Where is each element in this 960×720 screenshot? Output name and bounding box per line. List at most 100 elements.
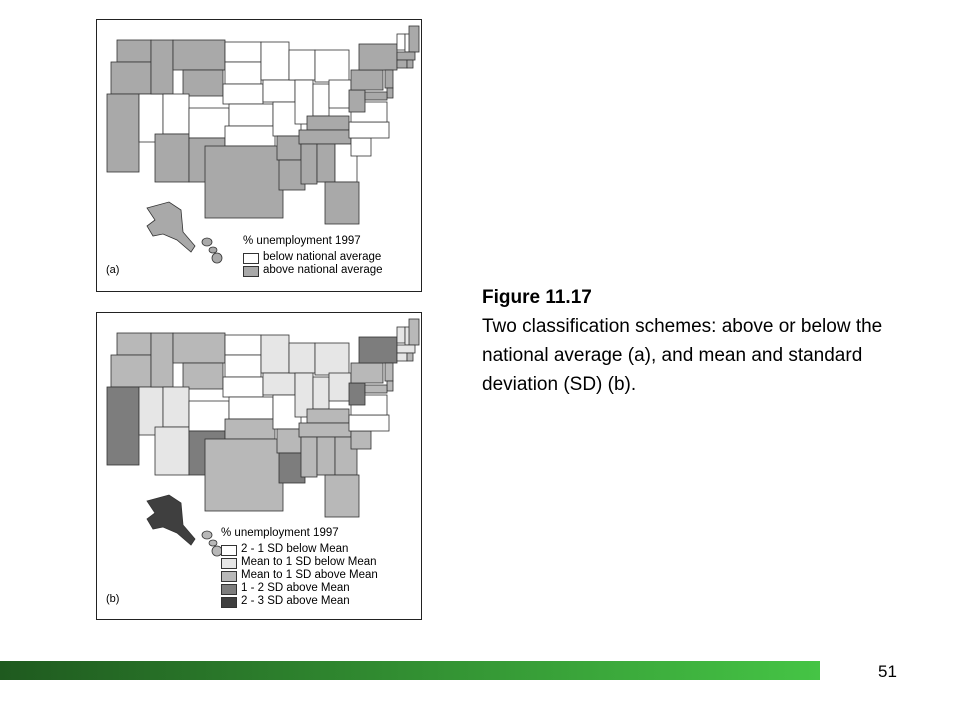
state-region [298, 422, 352, 438]
state-region [222, 83, 264, 105]
state-region [364, 91, 388, 101]
panel-label-a: (a) [106, 264, 120, 276]
map-panel-b: (b) % unemployment 1997 2 - 1 SD below M… [96, 312, 422, 620]
state-region [260, 41, 290, 81]
state-region [300, 143, 318, 185]
state-region [384, 69, 394, 89]
hawaii-island [201, 237, 213, 247]
state-region [188, 400, 230, 432]
state-region [224, 418, 276, 440]
legend-label: 1 - 2 SD above Mean [241, 582, 350, 595]
state-region [348, 89, 366, 113]
state-region [396, 59, 408, 69]
legend-swatch [221, 583, 237, 595]
legend-label: 2 - 3 SD above Mean [241, 595, 350, 608]
hawaii-island [201, 530, 213, 540]
state-region [348, 121, 390, 139]
legend-label: Mean to 1 SD above Mean [241, 569, 378, 582]
state-region [396, 33, 406, 51]
figure-caption-text: Two classification schemes: above or bel… [482, 316, 883, 395]
state-region [154, 133, 190, 183]
panel-label-b: (b) [106, 593, 120, 605]
state-region [260, 334, 290, 374]
us-map-b [106, 318, 420, 557]
state-region [262, 372, 296, 396]
state-region [358, 336, 398, 364]
state-region [350, 137, 372, 157]
legend-item: below national average [243, 252, 383, 265]
legend-label: below national average [263, 251, 382, 264]
map-panel-a: (a) % unemployment 1997 below national a… [96, 19, 422, 292]
state-region [172, 332, 226, 364]
state-region [408, 25, 420, 53]
state-region [306, 115, 350, 131]
us-map-a [106, 25, 420, 264]
state-region [386, 380, 394, 392]
state-region [262, 79, 296, 103]
state-region [396, 326, 406, 344]
legend-swatch [243, 252, 259, 264]
legend-swatch [221, 544, 237, 556]
legend-swatch [221, 570, 237, 582]
state-region [298, 129, 352, 145]
alaska-region [146, 494, 196, 546]
state-region [348, 382, 366, 406]
state-region [224, 354, 262, 378]
legend-title-a: % unemployment 1997 [243, 235, 361, 247]
hawaii-island [211, 252, 223, 264]
state-region [316, 143, 336, 183]
legend-item: 1 - 2 SD above Mean [221, 583, 378, 596]
figure-title: Figure 11.17 [482, 287, 592, 308]
hawaii-island [208, 539, 218, 547]
state-region [406, 59, 414, 69]
state-region [110, 61, 152, 95]
state-region [348, 414, 390, 432]
state-region [396, 344, 416, 354]
state-region [106, 386, 140, 466]
state-region [228, 103, 274, 127]
state-region [224, 41, 262, 63]
state-region [182, 69, 224, 97]
legend-a: % unemployment 1997 below national avera… [243, 235, 383, 278]
legend-swatch [221, 596, 237, 608]
state-region [358, 43, 398, 71]
state-region [224, 61, 262, 85]
footer-bar [0, 661, 820, 680]
legend-swatch [221, 557, 237, 569]
state-region [396, 352, 408, 362]
state-region [150, 39, 174, 95]
state-region [204, 145, 284, 219]
state-region [384, 362, 394, 382]
state-region [276, 428, 302, 454]
state-region [350, 362, 384, 384]
state-region [328, 79, 352, 109]
state-region [316, 436, 336, 476]
state-region [324, 181, 360, 225]
legend-label: above national average [263, 264, 383, 277]
state-region [116, 332, 152, 356]
state-region [116, 39, 152, 63]
state-region [386, 87, 394, 99]
state-region [106, 93, 140, 173]
state-region [312, 376, 330, 410]
state-region [312, 83, 330, 117]
alaska-region [146, 201, 196, 253]
state-region [204, 438, 284, 512]
state-regions [106, 25, 420, 225]
legend-item: Mean to 1 SD above Mean [221, 570, 378, 583]
state-region [162, 386, 190, 428]
state-region [288, 49, 316, 81]
state-region [188, 107, 230, 139]
legend-item: 2 - 1 SD below Mean [221, 544, 378, 557]
state-region [276, 135, 302, 161]
state-region [182, 362, 224, 390]
state-region [228, 396, 274, 420]
figure-caption: Figure 11.17 Two classification schemes:… [482, 283, 922, 399]
state-region [324, 474, 360, 518]
state-region [150, 332, 174, 388]
state-region [328, 372, 352, 402]
state-region [224, 125, 276, 147]
state-region [224, 334, 262, 356]
state-region [154, 426, 190, 476]
state-region [306, 408, 350, 424]
